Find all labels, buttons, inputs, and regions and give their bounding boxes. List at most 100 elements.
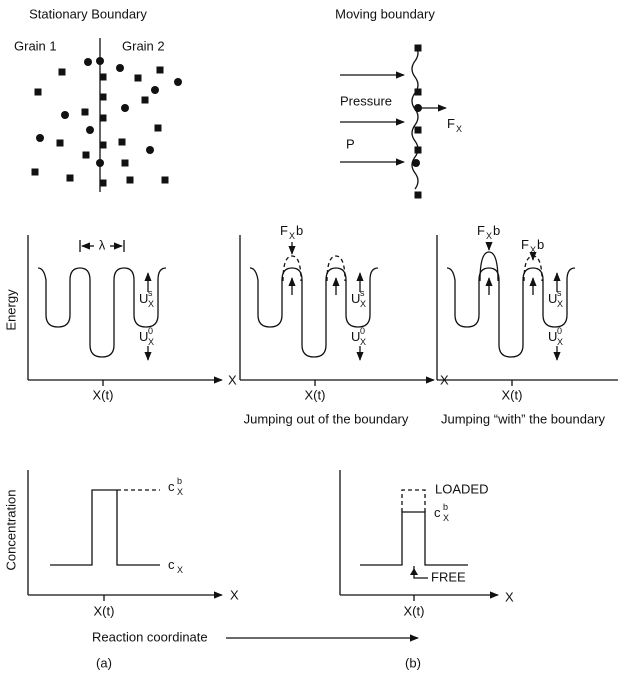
symbol-base: U — [351, 291, 360, 306]
atom-circle — [174, 78, 182, 86]
grain-label: Grain 2 — [122, 38, 165, 53]
atom-square — [414, 146, 422, 154]
caption: Jumping “with” the boundary — [441, 411, 606, 426]
arrowhead — [410, 568, 418, 575]
symbol-tail: b — [296, 223, 303, 238]
force-work: FXb — [477, 223, 500, 241]
caption: Jumping out of the boundary — [244, 411, 409, 426]
saddle-energy: Us X — [548, 288, 563, 309]
atom-square — [99, 114, 107, 122]
symbol-sup: 0 — [557, 326, 562, 336]
symbol-sub: X — [360, 299, 366, 309]
symbol-sup: 0 — [148, 326, 153, 336]
atom-square — [118, 138, 126, 146]
well-energy: U0 X — [139, 326, 154, 347]
atom-circle — [414, 104, 422, 112]
biased-hump — [479, 251, 499, 282]
energy-profile — [446, 267, 576, 358]
concentration-profile — [50, 489, 160, 566]
atom-circle — [121, 104, 129, 112]
symbol-tail: b — [537, 237, 544, 252]
atom-circle — [96, 159, 104, 167]
free-label: FREE — [431, 569, 466, 584]
atom-square — [134, 74, 142, 82]
well-energy: U0 X — [548, 326, 563, 347]
atom-square — [58, 68, 66, 76]
symbol-sup: s — [557, 288, 562, 298]
atom-circle — [116, 64, 124, 72]
moving-boundary — [411, 44, 419, 190]
symbol-sub: X — [486, 231, 492, 241]
symbol-sub: X — [177, 487, 183, 497]
symbol-base: c — [434, 505, 441, 520]
symbol-base: c — [168, 479, 175, 494]
atom-circle — [96, 57, 104, 65]
biased-hump — [282, 255, 302, 282]
title: Stationary Boundary — [29, 6, 147, 21]
atom-square — [154, 124, 162, 132]
origin-label: X(t) — [93, 387, 114, 402]
atom-square — [99, 179, 107, 187]
well-energy: U0 X — [351, 326, 366, 347]
pressure-label: Pressure — [340, 93, 392, 108]
atom-square — [414, 44, 422, 52]
origin-label: X(t) — [305, 387, 326, 402]
atom-circle — [61, 111, 69, 119]
atom-square — [66, 174, 74, 182]
axis-label: X — [230, 587, 239, 602]
force-work: FXb — [521, 237, 544, 255]
reaction-label: Reaction coordinate — [92, 629, 208, 644]
symbol-sub: X — [360, 337, 366, 347]
axis-label: Energy — [3, 289, 18, 331]
atom-square — [31, 168, 39, 176]
atom-square — [99, 141, 107, 149]
energy-profile — [37, 267, 167, 358]
atom-square — [99, 73, 107, 81]
symbol-sup: s — [360, 288, 365, 298]
saddle-energy: Us X — [351, 288, 366, 309]
symbol-sub: X — [443, 513, 449, 523]
symbol-sub: X — [557, 337, 563, 347]
atom-square — [81, 108, 89, 116]
symbol-sub: X — [177, 565, 183, 575]
atom-square — [414, 88, 422, 96]
symbol-base: U — [139, 291, 148, 306]
symbol-base: F — [447, 116, 455, 131]
atom-square — [141, 96, 149, 104]
atom-square — [414, 126, 422, 134]
symbol-base: F — [477, 223, 485, 238]
atom-square — [99, 93, 107, 101]
atom-circle — [146, 146, 154, 154]
force-work: FXb — [280, 223, 303, 241]
symbol-base: U — [548, 291, 557, 306]
loaded-profile — [401, 489, 426, 512]
atom-circle — [84, 58, 92, 66]
spacing-label: λ — [99, 237, 106, 252]
origin-label: X(t) — [94, 603, 115, 618]
origin-label: X(t) — [502, 387, 523, 402]
atom-square — [156, 66, 164, 74]
symbol-sub: X — [289, 231, 295, 241]
energy-profile — [249, 267, 379, 358]
atom-square — [414, 191, 422, 199]
symbol-base: F — [280, 223, 288, 238]
atom-circle — [151, 86, 159, 94]
symbol-sup: b — [177, 476, 182, 486]
biased-hump — [326, 255, 346, 282]
atom-circle — [86, 126, 94, 134]
panel-label: (a) — [96, 655, 112, 670]
atom-square — [56, 139, 64, 147]
atom-square — [161, 176, 169, 184]
symbol-base: U — [351, 329, 360, 344]
symbol-base: U — [139, 329, 148, 344]
symbol-sub: X — [557, 299, 563, 309]
saddle-energy: Us X — [139, 288, 154, 309]
symbol-sub: X — [148, 299, 154, 309]
symbol-tail: b — [493, 223, 500, 238]
symbol-sub: X — [530, 245, 536, 255]
concentration-profile — [360, 511, 468, 566]
force-label: FX — [447, 116, 462, 134]
symbol-sup: 0 — [360, 326, 365, 336]
